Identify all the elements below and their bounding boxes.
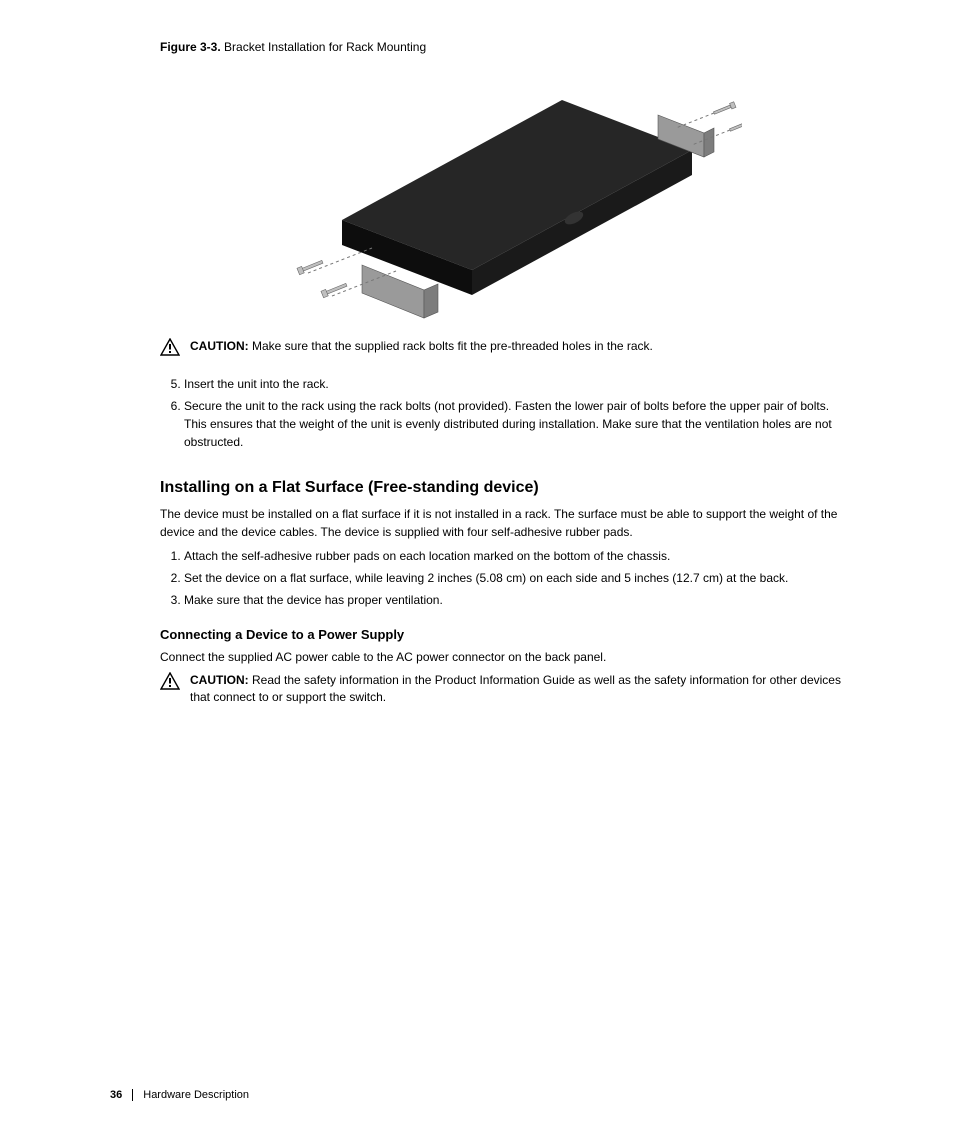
steps-list-1: Insert the unit into the rack. Secure th…	[160, 375, 844, 451]
flat-step-1: Attach the self-adhesive rubber pads on …	[184, 547, 844, 565]
caution-block-1: CAUTION: Make sure that the supplied rac…	[160, 338, 844, 361]
caution-lead-1: CAUTION:	[190, 339, 249, 353]
figure-title: Bracket Installation for Rack Mounting	[224, 40, 426, 54]
caution-icon	[160, 338, 182, 361]
steps-list-2: Attach the self-adhesive rubber pads on …	[160, 547, 844, 609]
footer-title: Hardware Description	[143, 1089, 249, 1101]
caution-icon	[160, 672, 182, 695]
step-6: Secure the unit to the rack using the ra…	[184, 397, 844, 451]
caution-text-1: CAUTION: Make sure that the supplied rac…	[190, 338, 653, 355]
figure-illustration	[262, 60, 742, 320]
page: Figure 3-3. Bracket Installation for Rac…	[0, 0, 954, 1145]
footer-separator	[132, 1089, 133, 1101]
page-number: 36	[110, 1089, 122, 1101]
caution-body-1: Make sure that the supplied rack bolts f…	[249, 339, 653, 353]
caution-text-2: CAUTION: Read the safety information in …	[190, 672, 844, 707]
subsection-heading-power: Connecting a Device to a Power Supply	[160, 627, 844, 642]
caution-lead-2: CAUTION:	[190, 673, 249, 687]
section-heading-flat-surface: Installing on a Flat Surface (Free-stand…	[160, 479, 844, 497]
step-5: Insert the unit into the rack.	[184, 375, 844, 393]
flat-step-2: Set the device on a flat surface, while …	[184, 569, 844, 587]
caution-body-2: Read the safety information in the Produ…	[190, 673, 841, 704]
subsection-body-power: Connect the supplied AC power cable to t…	[160, 648, 844, 666]
section-intro-flat-surface: The device must be installed on a flat s…	[160, 505, 844, 541]
figure-label: Figure 3-3. Bracket Installation for Rac…	[160, 40, 844, 54]
figure-number: Figure 3-3.	[160, 40, 221, 54]
caution-block-2: CAUTION: Read the safety information in …	[160, 672, 844, 707]
flat-step-3: Make sure that the device has proper ven…	[184, 591, 844, 609]
page-footer: 36 Hardware Description	[110, 1089, 249, 1101]
